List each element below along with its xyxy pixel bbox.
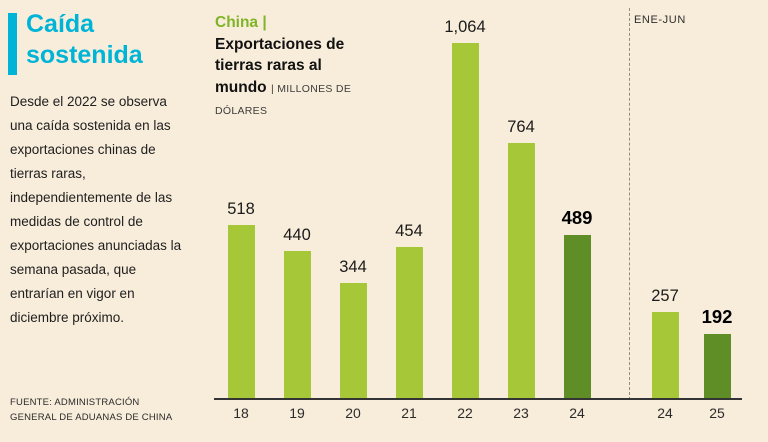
- bar-rect: [703, 334, 731, 398]
- x-axis-label: 19: [289, 405, 305, 421]
- x-axis-label: 23: [513, 405, 529, 421]
- page-title: Caída sostenida: [26, 9, 143, 70]
- bar-value-label: 1,064: [444, 18, 486, 36]
- bar-rect: [651, 312, 679, 398]
- bar-annual-22: 1,064: [444, 18, 486, 398]
- period-divider-dashed-line: [629, 8, 630, 400]
- bar-rect: [563, 235, 591, 398]
- page-title-line2: sostenida: [26, 40, 143, 69]
- intro-paragraph: Desde el 2022 se observa una caída soste…: [10, 94, 182, 326]
- page-title-line1: Caída: [26, 10, 95, 38]
- x-axis-label: 18: [233, 405, 249, 421]
- bar-value-label: 454: [395, 222, 423, 240]
- bar-annual-24: 489: [560, 207, 594, 398]
- x-axis-label: 20: [345, 405, 361, 421]
- bar-value-label: 344: [339, 258, 367, 276]
- x-axis-label: 22: [457, 405, 473, 421]
- x-axis-labels-ene-jun: 24 25: [648, 405, 734, 421]
- source-note: FUENTE: ADMINISTRACIÓN GENERAL DE ADUANA…: [10, 396, 172, 425]
- x-axis-label: 21: [401, 405, 417, 421]
- x-axis-labels-annual: 18 19 20 21 22 23 24: [224, 405, 594, 421]
- bar-value-label: 518: [227, 200, 255, 218]
- title-accent-bar: [8, 13, 17, 75]
- bar-annual-23: 764: [504, 118, 538, 398]
- chart-units-label: | MILLONES DE DÓLARES: [215, 83, 352, 117]
- bar-annual-20: 344: [336, 258, 370, 398]
- x-axis-label: 25: [709, 405, 725, 421]
- bar-value-label: 257: [651, 287, 679, 305]
- bar-group-annual: 518 440 344 454 1,064 764 489: [224, 18, 594, 398]
- bar-value-label: 764: [507, 118, 535, 136]
- bar-rect: [395, 247, 423, 398]
- source-line2: GENERAL DE ADUANAS DE CHINA: [10, 411, 173, 423]
- chart-title: Exportaciones de tierras raras al mundo: [215, 35, 345, 97]
- bar-ene-jun-25: 192: [700, 306, 734, 398]
- bar-annual-19: 440: [280, 226, 314, 398]
- bar-value-label: 192: [701, 306, 733, 327]
- bar-value-label: 489: [561, 207, 593, 228]
- x-axis-label: 24: [569, 405, 585, 421]
- bar-rect: [507, 143, 535, 398]
- x-axis-label: 24: [657, 405, 673, 421]
- source-line1: FUENTE: ADMINISTRACIÓN: [10, 397, 140, 408]
- bar-rect: [451, 43, 479, 398]
- chart-region-label: China |: [215, 14, 267, 31]
- bar-rect: [339, 283, 367, 398]
- bar-annual-21: 454: [392, 222, 426, 398]
- x-axis-line: [214, 398, 742, 400]
- chart-header: China | Exportaciones de tierras raras a…: [215, 12, 369, 120]
- bar-ene-jun-24: 257: [648, 287, 682, 398]
- bar-rect: [283, 251, 311, 398]
- bar-rect: [227, 225, 255, 398]
- bar-annual-18: 518: [224, 200, 258, 398]
- bar-value-label: 440: [283, 226, 311, 244]
- bar-group-ene-jun: 257 192: [648, 287, 734, 398]
- period-label: ENE-JUN: [634, 14, 686, 26]
